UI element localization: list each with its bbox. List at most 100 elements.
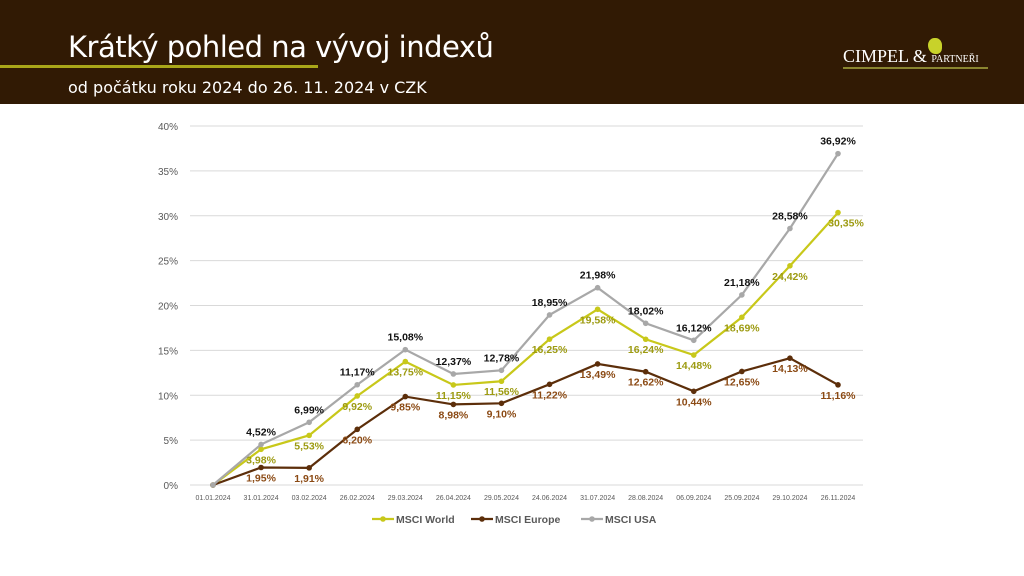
data-label: 21,18% <box>724 277 760 289</box>
data-label: 9,10% <box>487 408 517 420</box>
x-tick-label: 24.06.2024 <box>532 495 567 502</box>
y-tick-label: 30% <box>158 212 178 223</box>
data-label: 19,58% <box>580 314 616 326</box>
data-point <box>402 346 409 353</box>
data-point <box>546 336 553 342</box>
data-label: 18,02% <box>628 305 664 317</box>
data-point <box>306 419 312 426</box>
data-label: 4,52% <box>246 426 276 438</box>
data-point <box>642 336 649 343</box>
x-tick-label: 25.09.2024 <box>724 495 759 502</box>
legend-marker <box>589 516 595 522</box>
y-tick-label: 25% <box>158 257 178 268</box>
data-point <box>498 400 505 407</box>
data-label: 15,08% <box>387 332 423 344</box>
data-point <box>258 464 264 471</box>
data-label: 21,98% <box>580 270 616 282</box>
series-line-msci-world <box>212 211 839 486</box>
data-label: 6,99% <box>294 404 324 416</box>
data-point <box>402 358 409 365</box>
data-point <box>835 209 841 216</box>
legend-label: MSCI USA <box>605 514 657 526</box>
data-label: 12,78% <box>484 352 520 364</box>
data-label: 3,98% <box>246 454 276 466</box>
data-point <box>498 367 505 374</box>
data-point <box>594 361 601 367</box>
data-label: 13,75% <box>387 367 423 379</box>
legend-marker <box>479 516 485 522</box>
y-tick-label: 0% <box>164 481 179 492</box>
data-point <box>450 401 457 408</box>
data-point <box>739 368 745 375</box>
data-point <box>306 432 312 439</box>
data-label: 12,65% <box>724 376 760 388</box>
legend-label: MSCI Europe <box>495 514 560 526</box>
y-tick-label: 10% <box>158 391 178 402</box>
data-point <box>690 388 697 395</box>
data-label: 18,69% <box>724 322 760 334</box>
x-tick-label: 03.02.2024 <box>292 495 327 502</box>
series-line-msci-usa <box>212 153 839 486</box>
title-underline <box>0 65 318 68</box>
x-tick-label: 26.04.2024 <box>436 495 471 502</box>
data-label: 11,22% <box>532 389 568 401</box>
data-point <box>835 382 841 388</box>
data-label: 16,24% <box>628 344 664 356</box>
x-tick-label: 29.10.2024 <box>772 495 807 502</box>
page-subtitle: od počátku roku 2024 do 26. 11. 2024 v C… <box>68 78 427 97</box>
data-point <box>210 482 216 488</box>
data-label: 12,62% <box>628 377 664 389</box>
data-point <box>306 465 312 471</box>
data-label: 18,95% <box>532 297 568 309</box>
data-point <box>354 381 361 388</box>
data-point <box>739 314 745 321</box>
data-point <box>642 368 649 375</box>
y-tick-label: 5% <box>164 436 179 447</box>
logo: CIMPEL & PARTNEŘI <box>843 46 979 67</box>
logo-leaf-icon <box>928 38 942 54</box>
data-label: 1,95% <box>246 472 276 484</box>
data-label: 16,25% <box>532 344 568 356</box>
data-label: 30,35% <box>828 218 864 230</box>
x-tick-label: 06.09.2024 <box>676 495 711 502</box>
data-label: 11,16% <box>820 390 856 402</box>
logo-main: CIMPEL <box>843 46 909 66</box>
x-tick-label: 01.01.2024 <box>195 495 230 502</box>
data-label: 10,44% <box>676 396 712 408</box>
data-point <box>690 337 697 344</box>
data-point <box>354 426 361 433</box>
data-point <box>835 150 841 157</box>
y-tick-label: 35% <box>158 167 178 178</box>
data-point <box>787 263 793 269</box>
x-tick-label: 31.01.2024 <box>244 495 279 502</box>
data-point <box>258 441 264 448</box>
x-tick-label: 26.02.2024 <box>340 495 375 502</box>
data-label: 9,92% <box>342 401 372 413</box>
y-tick-label: 15% <box>158 346 178 357</box>
data-label: 14,48% <box>676 360 712 372</box>
data-label: 6,20% <box>342 434 372 446</box>
data-point <box>498 378 505 385</box>
data-point <box>690 352 697 358</box>
data-point <box>450 371 457 377</box>
data-label: 1,91% <box>294 473 324 485</box>
series-line-msci-europe <box>212 357 839 487</box>
data-point <box>594 306 601 313</box>
logo-underline <box>843 67 988 69</box>
data-point <box>787 355 793 361</box>
x-tick-label: 31.07.2024 <box>580 495 615 502</box>
data-point <box>450 382 457 388</box>
data-point <box>787 225 793 232</box>
x-tick-label: 28.08.2024 <box>628 495 663 502</box>
legend-label: MSCI World <box>396 514 455 526</box>
data-label: 24,42% <box>772 271 808 283</box>
logo-amp: & <box>912 46 927 66</box>
x-tick-label: 29.05.2024 <box>484 495 519 502</box>
data-point <box>739 292 745 298</box>
data-label: 9,85% <box>390 402 420 414</box>
data-label: 11,15% <box>436 390 472 402</box>
page-title: Krátký pohled na vývoj indexů <box>68 30 494 64</box>
data-label: 8,98% <box>438 409 468 421</box>
data-point <box>258 446 264 453</box>
